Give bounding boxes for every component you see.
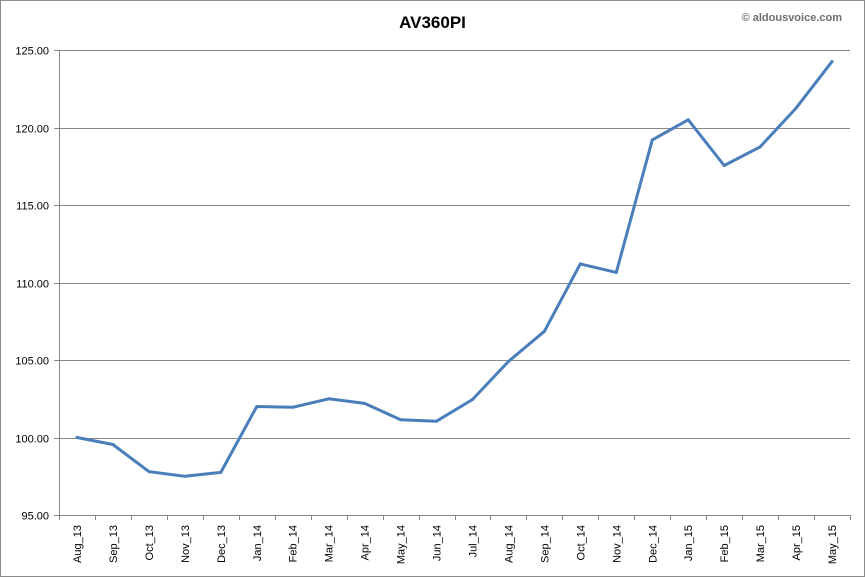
series-line xyxy=(75,60,834,478)
data-point xyxy=(327,397,331,401)
data-point xyxy=(435,419,438,423)
data-point xyxy=(758,145,762,149)
data-point xyxy=(794,106,798,110)
x-tick-label: Oct_13 xyxy=(144,525,156,560)
x-tick-label: Mar_15 xyxy=(755,525,767,562)
data-point xyxy=(614,270,618,274)
data-point xyxy=(291,405,295,409)
data-point xyxy=(471,398,474,401)
x-tick-label: Sep_13 xyxy=(108,525,120,563)
x-tick-label: Jun_14 xyxy=(432,525,444,561)
x-tick-label: Feb_14 xyxy=(288,525,300,562)
data-point xyxy=(363,401,367,405)
x-tick-label: Oct_14 xyxy=(575,525,587,560)
x-tick-label: Jul_14 xyxy=(467,525,479,557)
x-tick-label: Aug_14 xyxy=(503,525,515,563)
data-point xyxy=(722,164,726,167)
data-point xyxy=(75,436,79,439)
x-tick-label: Jan_15 xyxy=(683,525,695,561)
data-point xyxy=(686,118,690,122)
data-point xyxy=(111,443,115,446)
data-point xyxy=(183,474,187,478)
y-tick-label: 95.00 xyxy=(21,511,49,523)
x-tick-label: Aug_13 xyxy=(72,525,84,563)
y-tick-label: 105.00 xyxy=(15,356,49,368)
x-tick-label: Mar_14 xyxy=(324,525,336,562)
x-tick-label: Apr_15 xyxy=(791,525,803,560)
x-tick-label: May_14 xyxy=(396,525,408,564)
data-point xyxy=(542,329,546,333)
x-tick-label: May_15 xyxy=(827,525,839,564)
data-point xyxy=(255,405,259,408)
x-tick-label: Dec_13 xyxy=(216,525,228,563)
data-point xyxy=(578,262,582,266)
y-tick-label: 125.00 xyxy=(15,46,49,58)
y-tick-label: 120.00 xyxy=(15,124,49,136)
data-point xyxy=(147,470,151,474)
y-tick-label: 115.00 xyxy=(16,201,49,213)
y-tick-label: 110.00 xyxy=(16,279,49,291)
x-tick-label: Jan_14 xyxy=(252,525,264,561)
x-tick-label: Nov_13 xyxy=(180,525,192,563)
data-point xyxy=(830,60,834,64)
x-tick-label: Nov_14 xyxy=(611,525,623,563)
data-point xyxy=(650,138,654,142)
watermark: © aldousvoice.com xyxy=(741,12,842,24)
x-tick-label: Feb_15 xyxy=(719,525,731,562)
data-point xyxy=(399,418,403,422)
chart-title: AV360PI xyxy=(399,13,466,32)
x-tick-label: Dec_14 xyxy=(647,525,659,563)
data-point xyxy=(219,470,223,474)
x-tick-label: Apr_14 xyxy=(360,525,372,560)
data-point xyxy=(506,360,510,363)
y-tick-label: 100.00 xyxy=(15,434,49,446)
x-tick-label: Sep_14 xyxy=(539,525,551,563)
